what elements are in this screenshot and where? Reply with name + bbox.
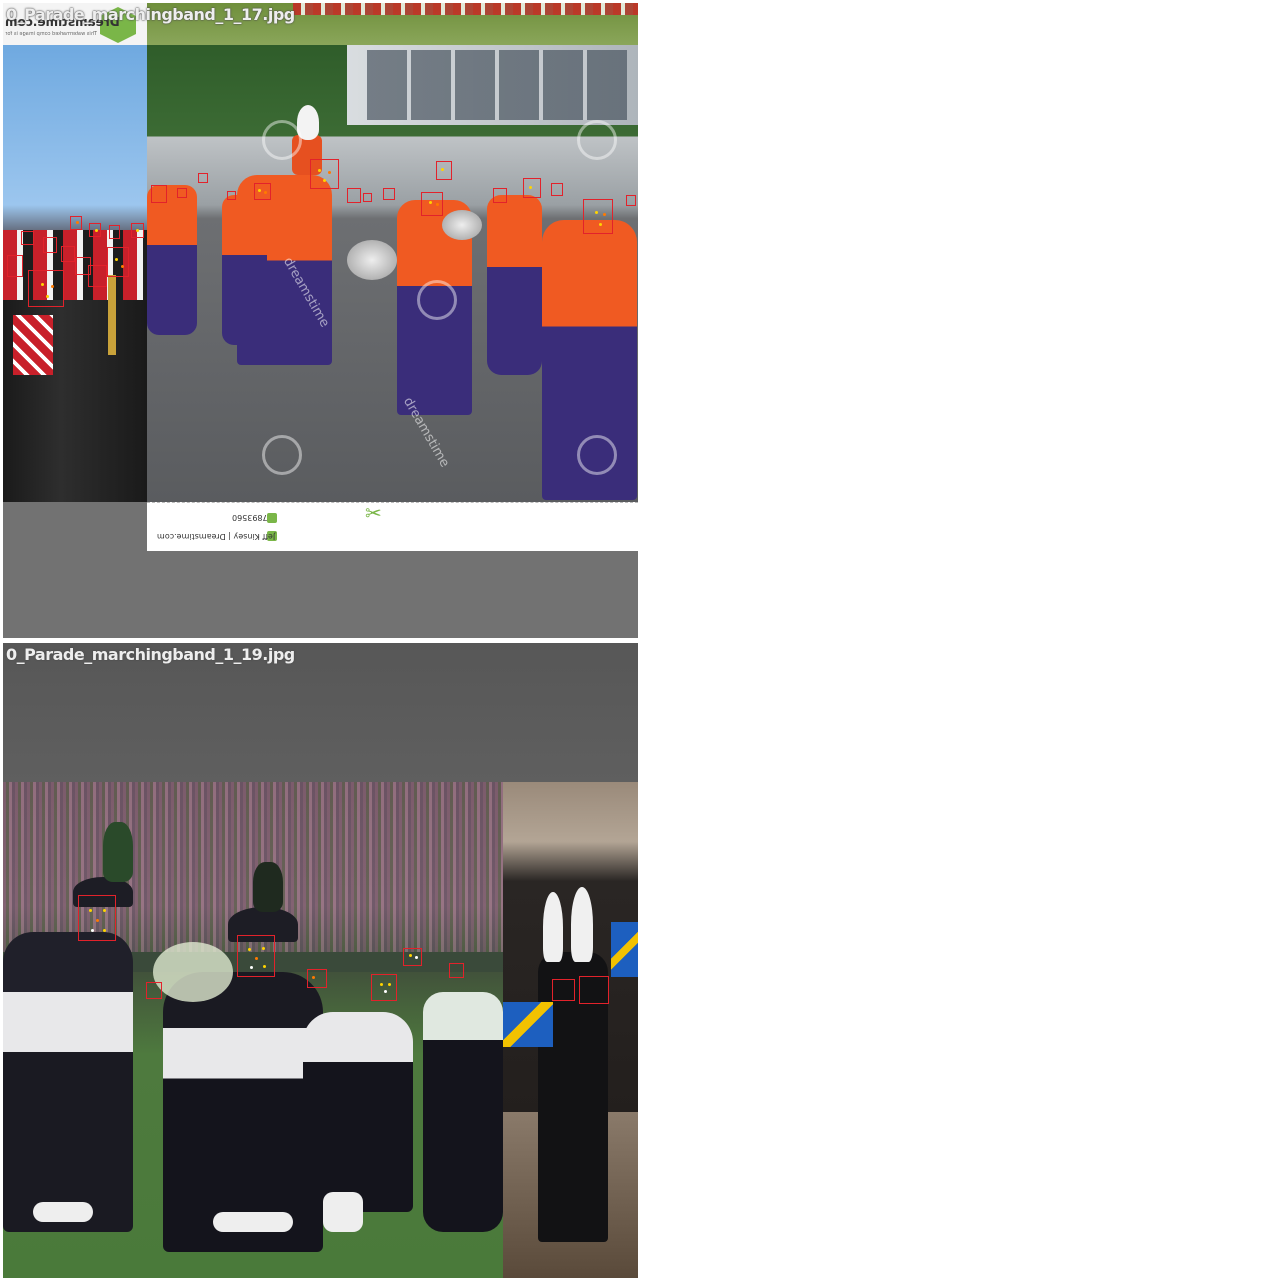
watermark-swirl bbox=[577, 120, 617, 160]
crowd-strip bbox=[293, 3, 638, 15]
stadium-photo-green-band bbox=[3, 782, 503, 1278]
facial-keypoint bbox=[250, 966, 253, 969]
face-bounding-box bbox=[7, 255, 23, 277]
face-bounding-box bbox=[131, 223, 144, 238]
face-bounding-box bbox=[347, 188, 361, 203]
face-bounding-box bbox=[75, 257, 91, 275]
face-bounding-box bbox=[254, 183, 271, 200]
facial-keypoint bbox=[95, 229, 98, 232]
tile-filename-label: 0_Parade_marchingband_1_17.jpg bbox=[6, 5, 295, 24]
facial-keypoint bbox=[263, 965, 266, 968]
watermark-swirl bbox=[417, 280, 457, 320]
facial-keypoint bbox=[441, 168, 444, 171]
face-bounding-box bbox=[310, 159, 339, 189]
credit-strip: 7893560 Jeff Kinsey | Dreamstime.com ✂ bbox=[147, 502, 638, 551]
face-bounding-box bbox=[109, 225, 120, 239]
face-bounding-box bbox=[78, 895, 116, 941]
face-bounding-box bbox=[146, 982, 162, 999]
facial-keypoint bbox=[529, 186, 532, 189]
face-bounding-box bbox=[583, 199, 613, 234]
face-bounding-box bbox=[551, 183, 563, 196]
face-bounding-box bbox=[28, 270, 64, 307]
dreamstime-logo: Dreamstime.com This watermarked comp ima… bbox=[3, 3, 147, 45]
facial-keypoint bbox=[323, 179, 326, 182]
face-bounding-box bbox=[70, 216, 82, 230]
face-bounding-box bbox=[493, 188, 507, 203]
facial-keypoint bbox=[262, 947, 265, 950]
facial-keypoint bbox=[46, 295, 49, 298]
scissors-icon: ✂ bbox=[365, 502, 382, 525]
facial-keypoint bbox=[328, 171, 331, 174]
face-bounding-box bbox=[43, 237, 57, 253]
face-bounding-box bbox=[436, 161, 452, 180]
face-bounding-box bbox=[523, 178, 541, 198]
face-bounding-box bbox=[403, 948, 422, 966]
credit-line: Jeff Kinsey | Dreamstime.com bbox=[157, 532, 276, 541]
credit-id: 7893560 bbox=[232, 513, 268, 522]
face-bounding-box bbox=[371, 974, 397, 1001]
facial-keypoint bbox=[248, 948, 251, 951]
face-bounding-box bbox=[21, 231, 34, 245]
facial-keypoint bbox=[384, 990, 387, 993]
right-photo-black-band bbox=[503, 782, 638, 1278]
facial-keypoint bbox=[603, 213, 606, 216]
watermark-swirl bbox=[577, 435, 617, 475]
facial-keypoint bbox=[103, 929, 106, 932]
watermark-swirl bbox=[262, 120, 302, 160]
facial-keypoint bbox=[103, 909, 106, 912]
facial-keypoint bbox=[255, 957, 258, 960]
facial-keypoint bbox=[76, 221, 79, 224]
facial-keypoint bbox=[380, 983, 383, 986]
face-bounding-box bbox=[552, 979, 575, 1001]
facial-keypoint bbox=[96, 919, 99, 922]
main-photo-orange-band: dreamstime dreamstime bbox=[147, 45, 638, 502]
face-bounding-box bbox=[61, 246, 75, 262]
watermark-swirl bbox=[262, 435, 302, 475]
face-bounding-box bbox=[88, 265, 107, 287]
facial-keypoint bbox=[599, 223, 602, 226]
facial-keypoint bbox=[312, 976, 315, 979]
face-bounding-box bbox=[449, 963, 464, 978]
face-bounding-box bbox=[307, 969, 327, 988]
face-bounding-box bbox=[626, 195, 636, 206]
face-bounding-box bbox=[363, 193, 372, 202]
facial-keypoint bbox=[258, 189, 261, 192]
face-bounding-box bbox=[421, 192, 443, 216]
face-bounding-box bbox=[177, 188, 187, 198]
face-bounding-box bbox=[198, 173, 208, 183]
face-bounding-box bbox=[579, 976, 609, 1004]
facial-keypoint bbox=[388, 983, 391, 986]
letterbox-top bbox=[3, 643, 638, 782]
face-bounding-box bbox=[227, 191, 236, 200]
face-bounding-box bbox=[151, 185, 167, 203]
face-bounding-box bbox=[107, 247, 129, 277]
dreamstime-logo-mark bbox=[100, 7, 136, 43]
facial-keypoint bbox=[51, 285, 54, 288]
facial-keypoint bbox=[415, 956, 418, 959]
dreamstime-notice: This watermarked comp image is for previ… bbox=[5, 31, 97, 37]
face-bounding-box bbox=[237, 935, 275, 977]
facial-keypoint bbox=[41, 283, 44, 286]
facial-keypoint bbox=[264, 191, 267, 194]
face-bounding-box bbox=[383, 188, 395, 200]
facial-keypoint bbox=[91, 929, 94, 932]
facial-keypoint bbox=[429, 201, 432, 204]
facial-keypoint bbox=[115, 258, 118, 261]
mosaic-tile-2: 0_Parade_marchingband_1_19.jpg bbox=[3, 643, 638, 1278]
facial-keypoint bbox=[318, 169, 321, 172]
face-bounding-box bbox=[89, 223, 101, 237]
facial-keypoint bbox=[595, 211, 598, 214]
facial-keypoint bbox=[409, 954, 412, 957]
facial-keypoint bbox=[436, 203, 439, 206]
facial-keypoint bbox=[89, 909, 92, 912]
tile-filename-label: 0_Parade_marchingband_1_19.jpg bbox=[6, 645, 295, 664]
facial-keypoint bbox=[136, 229, 139, 232]
facial-keypoint bbox=[121, 265, 124, 268]
mosaic-tile-1: 0_Parade_marchingband_1_17.jpg Dreamstim… bbox=[3, 3, 638, 638]
